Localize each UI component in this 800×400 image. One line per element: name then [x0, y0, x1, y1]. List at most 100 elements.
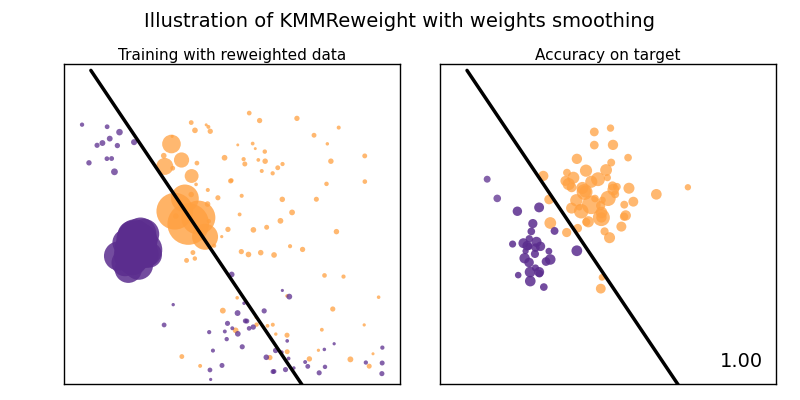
Point [650, 191, 662, 198]
Point [270, 347, 282, 354]
Point [180, 257, 193, 264]
Point [138, 231, 150, 237]
Point [506, 241, 519, 247]
Point [122, 266, 134, 272]
Point [491, 195, 504, 202]
Point [129, 252, 142, 258]
Point [243, 110, 256, 116]
Point [281, 332, 294, 338]
Point [540, 258, 553, 265]
Point [201, 201, 214, 207]
Point [310, 196, 322, 202]
Point [76, 122, 89, 128]
Point [126, 238, 139, 244]
Point [595, 209, 608, 216]
Point [315, 326, 328, 333]
Point [224, 178, 237, 184]
Point [218, 328, 231, 335]
Point [129, 248, 142, 255]
Point [103, 136, 116, 142]
Point [372, 294, 385, 300]
Point [226, 271, 238, 278]
Point [609, 191, 622, 198]
Point [192, 214, 205, 221]
Point [298, 359, 311, 365]
Point [619, 212, 632, 219]
Point [302, 363, 314, 370]
Point [124, 252, 137, 258]
Point [165, 141, 178, 147]
Point [166, 133, 178, 140]
Point [321, 141, 334, 147]
Point [204, 376, 217, 383]
Point [362, 363, 375, 369]
Point [189, 127, 202, 134]
Point [230, 294, 243, 301]
Point [521, 242, 534, 249]
Point [511, 208, 524, 214]
Point [522, 259, 535, 266]
Point [337, 273, 350, 280]
Point [358, 153, 371, 159]
Point [606, 142, 619, 148]
Point [169, 208, 182, 214]
Point [570, 197, 582, 204]
Point [158, 152, 170, 159]
Point [194, 363, 206, 369]
Point [268, 252, 281, 258]
Point [126, 241, 138, 247]
Point [529, 244, 542, 251]
Point [538, 284, 550, 290]
Point [254, 117, 266, 124]
Point [542, 196, 555, 203]
Point [249, 146, 262, 152]
Point [271, 164, 284, 171]
Point [246, 140, 259, 147]
Point [101, 156, 114, 162]
Point [261, 323, 274, 329]
Point [260, 354, 273, 360]
Point [682, 184, 694, 190]
Point [255, 168, 268, 174]
Point [328, 340, 341, 347]
Point [263, 354, 276, 361]
Point [242, 325, 255, 332]
Point [281, 338, 294, 344]
Point [204, 128, 217, 134]
Point [582, 218, 594, 225]
Point [366, 350, 379, 357]
Point [565, 205, 578, 211]
Point [274, 218, 287, 224]
Point [96, 140, 109, 146]
Point [308, 132, 321, 138]
Point [234, 211, 246, 218]
Point [481, 176, 494, 182]
Point [216, 362, 229, 369]
Point [276, 196, 289, 202]
Point [578, 189, 591, 195]
Point [318, 346, 330, 353]
Point [290, 115, 303, 122]
Title: Accuracy on target: Accuracy on target [535, 48, 681, 63]
Point [524, 269, 537, 275]
Point [202, 329, 215, 335]
Point [282, 355, 295, 362]
Point [185, 191, 198, 198]
Point [561, 170, 574, 176]
Point [284, 243, 297, 250]
Point [238, 161, 251, 167]
Point [184, 214, 197, 220]
Point [132, 262, 145, 268]
Point [526, 220, 539, 227]
Point [589, 195, 602, 202]
Point [133, 253, 146, 259]
Point [126, 232, 138, 238]
Point [235, 192, 248, 199]
Point [189, 255, 202, 262]
Point [602, 195, 614, 202]
Point [326, 306, 339, 312]
Point [588, 129, 601, 135]
Point [627, 198, 640, 205]
Point [318, 272, 331, 279]
Point [281, 293, 294, 299]
